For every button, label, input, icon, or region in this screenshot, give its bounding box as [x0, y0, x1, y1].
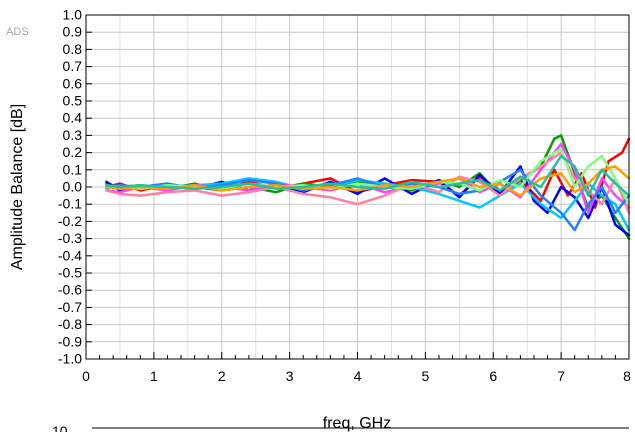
- y-tick-label: -0.2: [58, 213, 82, 229]
- y-axis-title: Amplitude Balance [dB]: [9, 104, 26, 270]
- y-tick-label: 1.0: [63, 7, 83, 23]
- series-line-9: [105, 165, 631, 197]
- x-axis-title: freq, GHz: [323, 415, 391, 432]
- y-tick-label: 0.7: [63, 58, 83, 74]
- y-tick-label: 0.6: [63, 75, 83, 91]
- y-tick-label: -0.8: [58, 316, 82, 332]
- plot-series: [105, 134, 631, 240]
- y-tick-label: 0.4: [63, 110, 83, 126]
- y-tick-label: 0.5: [63, 93, 83, 109]
- y-tick-label: -0.9: [58, 333, 82, 349]
- y-tick-label: -0.7: [58, 299, 82, 315]
- y-tick-label: 0.9: [63, 24, 83, 40]
- y-tick-label: -0.5: [58, 265, 82, 281]
- x-tick-label: 6: [489, 368, 497, 384]
- y-tick-label: -1.0: [58, 351, 82, 367]
- x-tick-label: 8: [623, 368, 631, 384]
- y-tick-label: 0.3: [63, 127, 83, 143]
- x-tick-label: 3: [286, 368, 294, 384]
- y-axis-tick-labels: 1.00.90.80.70.60.50.40.30.20.10.0-0.1-0.…: [58, 7, 82, 367]
- y-tick-label: -0.1: [58, 196, 82, 212]
- next-plot-tick-label: 10: [52, 423, 68, 432]
- x-axis-tick-labels: 0 1 2 3 4 5 6 7 8: [82, 368, 631, 384]
- y-tick-label: 0.8: [63, 41, 83, 57]
- y-tick-label: -0.3: [58, 230, 82, 246]
- x-tick-label: 1: [150, 368, 158, 384]
- ads-watermark: ADS: [6, 26, 29, 38]
- x-tick-label: 2: [218, 368, 226, 384]
- x-tick-label: 7: [557, 368, 565, 384]
- y-tick-label: 0.2: [63, 144, 83, 160]
- x-tick-label: 4: [354, 368, 362, 384]
- y-tick-label: 0.1: [63, 161, 83, 177]
- x-tick-label: 0: [82, 368, 90, 384]
- axis-ticks: [85, 14, 630, 360]
- x-tick-label: 5: [421, 368, 429, 384]
- series-line-10: [105, 154, 631, 197]
- y-tick-label: 0.0: [63, 179, 83, 195]
- y-tick-label: -0.6: [58, 282, 82, 298]
- y-tick-label: -0.4: [58, 247, 82, 263]
- series-line-8: [105, 147, 631, 206]
